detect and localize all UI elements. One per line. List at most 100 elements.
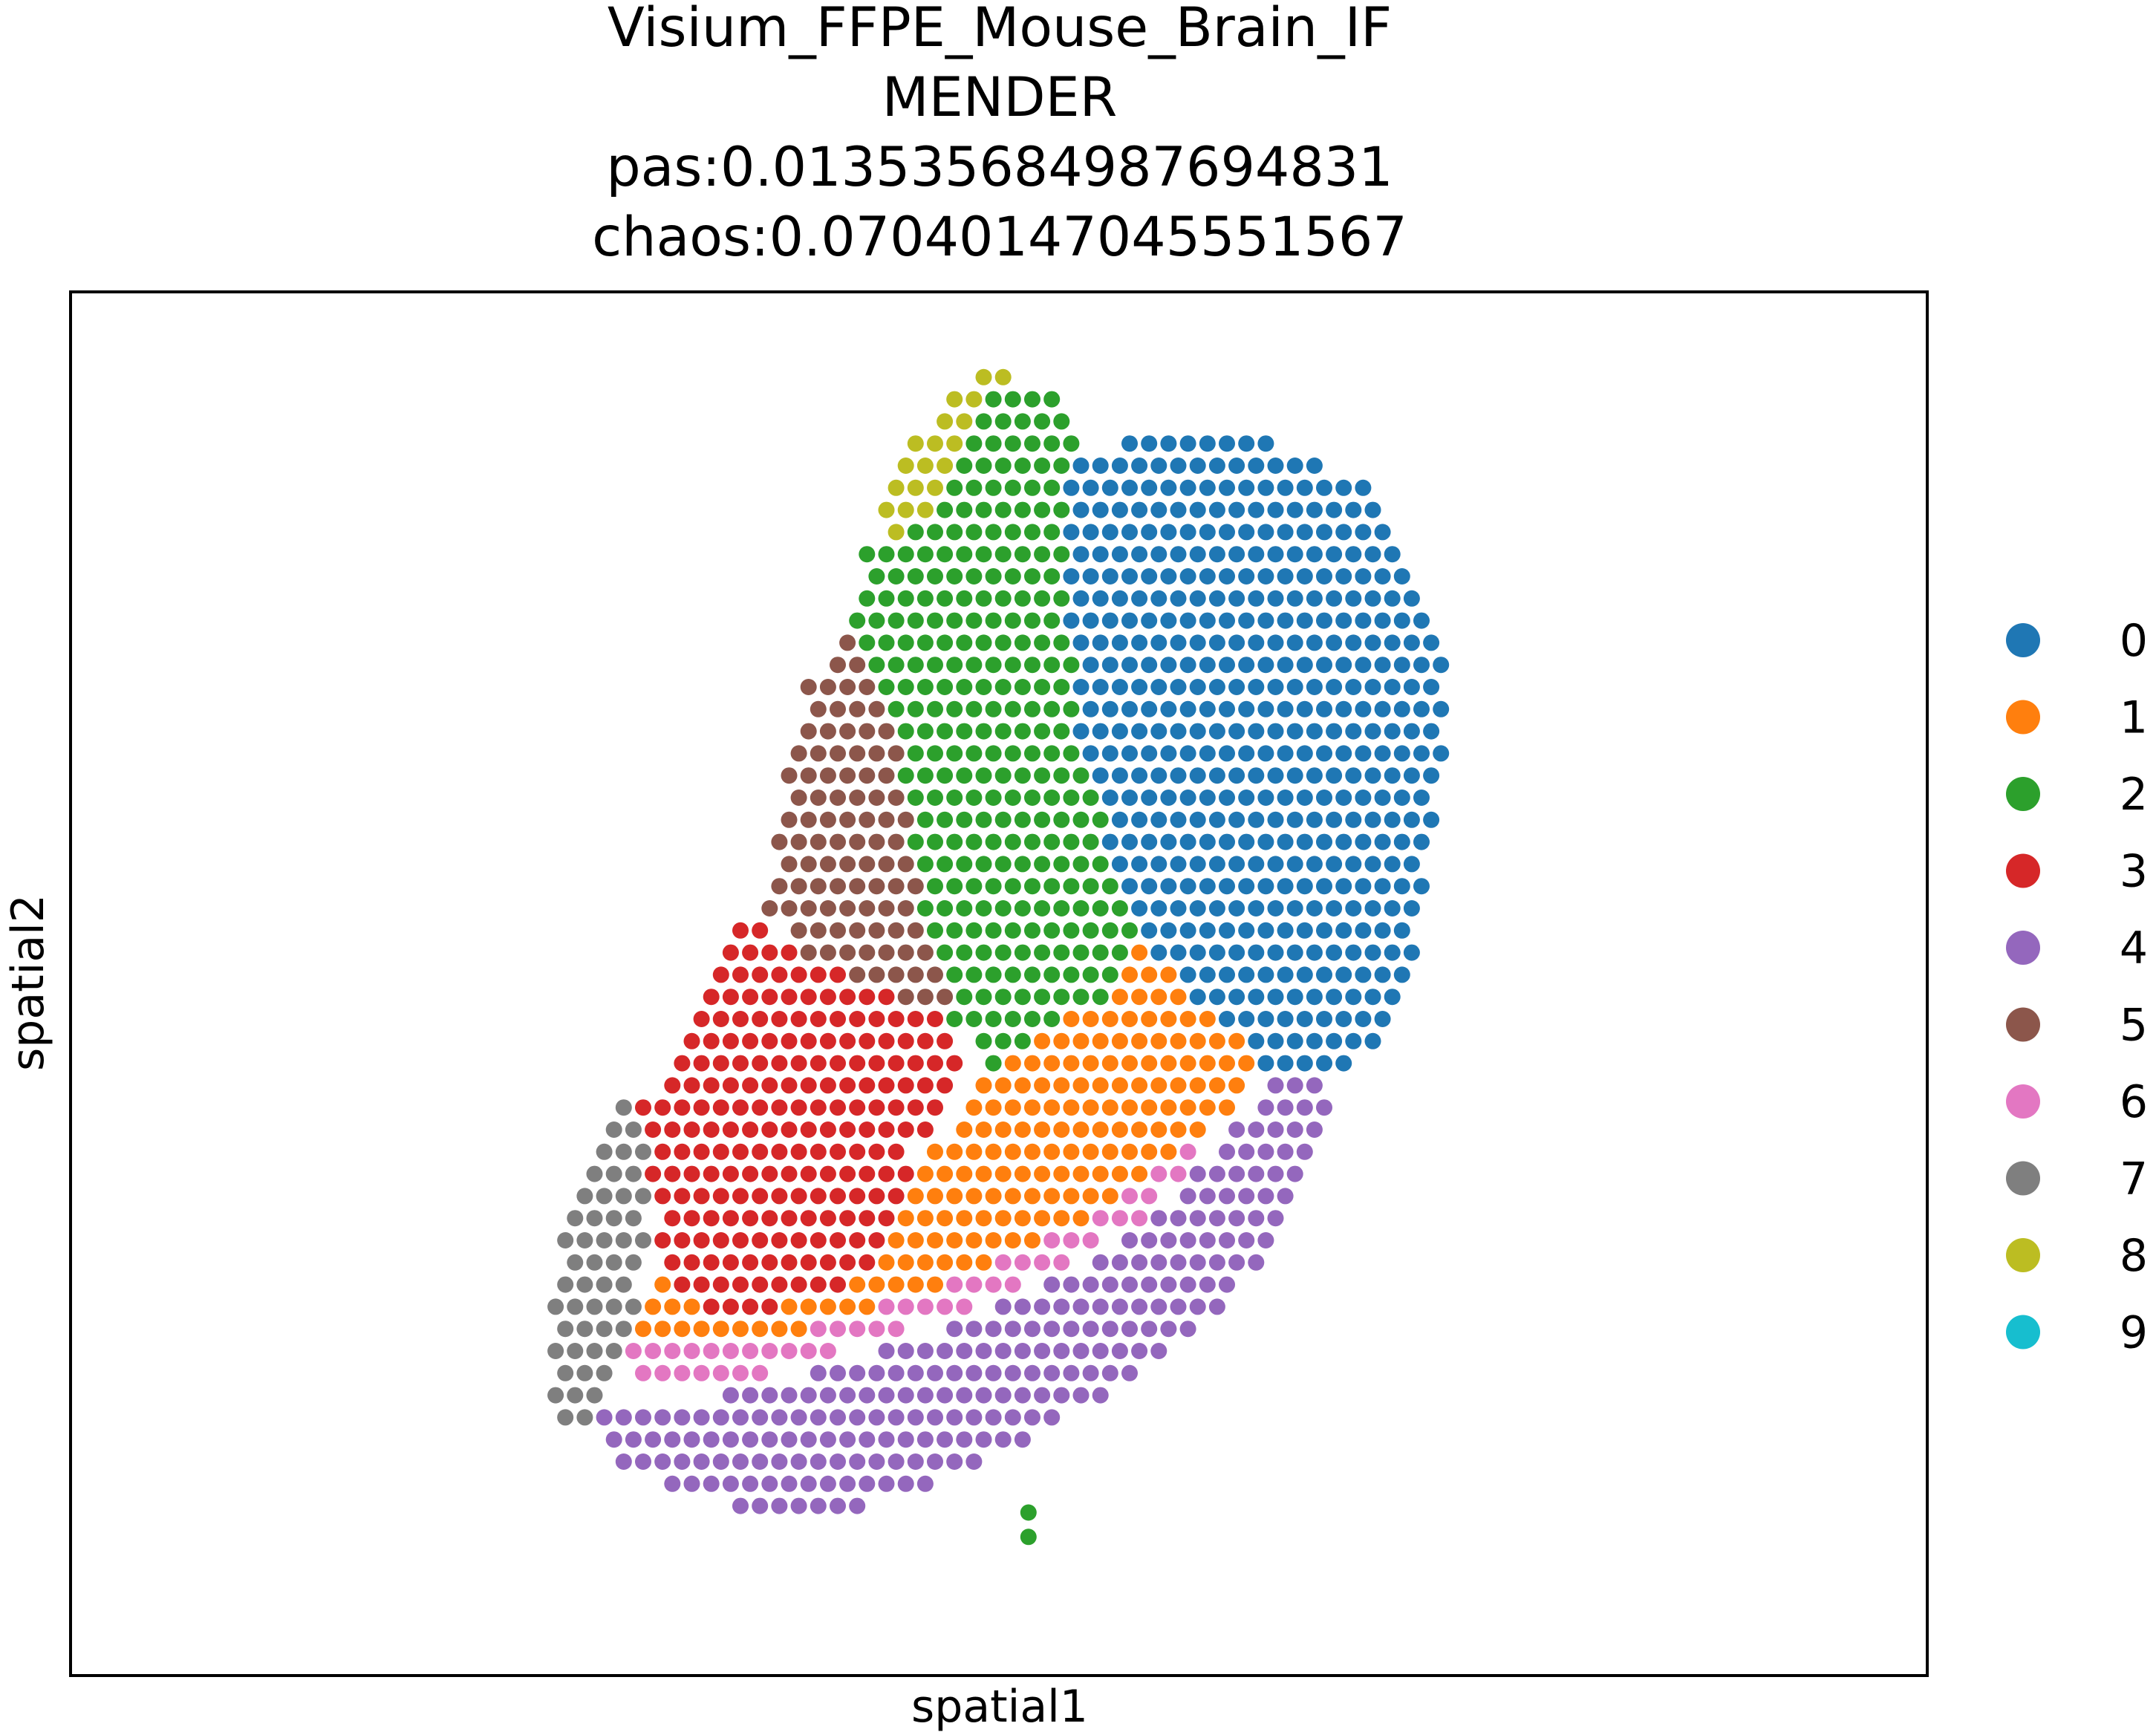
spot-cluster-3 bbox=[800, 1210, 817, 1227]
spot-cluster-3 bbox=[761, 1210, 778, 1227]
spot-cluster-2 bbox=[907, 657, 924, 674]
spot-cluster-0 bbox=[1179, 700, 1196, 717]
spot-cluster-4 bbox=[956, 1431, 973, 1448]
spot-cluster-0 bbox=[1345, 944, 1362, 961]
spot-cluster-3 bbox=[732, 1143, 749, 1160]
spot-cluster-4 bbox=[1150, 1254, 1167, 1271]
spot-cluster-4 bbox=[839, 1387, 856, 1404]
spot-cluster-5 bbox=[839, 723, 856, 740]
spot-cluster-1 bbox=[975, 1210, 992, 1227]
spot-cluster-0 bbox=[1248, 900, 1265, 917]
spot-cluster-0 bbox=[1374, 657, 1391, 674]
spot-cluster-0 bbox=[1101, 568, 1118, 585]
spot-cluster-0 bbox=[1189, 856, 1206, 873]
spot-cluster-3 bbox=[819, 1254, 836, 1271]
spot-cluster-4 bbox=[937, 1387, 954, 1404]
spot-cluster-0 bbox=[1063, 612, 1080, 629]
spot-cluster-4 bbox=[1208, 1254, 1225, 1271]
spot-cluster-3 bbox=[712, 1055, 729, 1072]
spot-cluster-6 bbox=[722, 1343, 739, 1359]
spot-cluster-1 bbox=[1121, 1055, 1138, 1072]
spot-cluster-3 bbox=[839, 1077, 856, 1094]
spot-cluster-5 bbox=[868, 878, 885, 895]
spot-cluster-0 bbox=[1413, 790, 1430, 806]
spot-cluster-7 bbox=[625, 1165, 642, 1182]
spot-cluster-0 bbox=[1316, 833, 1332, 850]
spot-cluster-3 bbox=[752, 1232, 769, 1248]
spot-cluster-7 bbox=[567, 1343, 584, 1359]
spot-cluster-0 bbox=[1141, 833, 1158, 850]
spot-cluster-0 bbox=[1296, 878, 1313, 895]
spot-cluster-0 bbox=[1150, 634, 1167, 651]
spot-cluster-2 bbox=[907, 524, 924, 541]
spot-cluster-0 bbox=[1248, 590, 1265, 607]
spot-cluster-5 bbox=[781, 900, 798, 917]
spot-cluster-4 bbox=[1063, 1321, 1080, 1338]
spot-cluster-2 bbox=[1004, 435, 1021, 452]
spot-cluster-2 bbox=[1014, 458, 1031, 474]
spot-cluster-4 bbox=[937, 1343, 954, 1359]
spot-cluster-7 bbox=[547, 1298, 564, 1315]
spot-cluster-3 bbox=[781, 989, 798, 1006]
spot-cluster-2 bbox=[1014, 590, 1031, 607]
spot-cluster-1 bbox=[1170, 1032, 1187, 1049]
spot-cluster-5 bbox=[897, 989, 914, 1006]
spot-cluster-2 bbox=[956, 723, 973, 740]
spot-cluster-0 bbox=[1345, 811, 1362, 828]
spot-cluster-5 bbox=[927, 966, 943, 983]
spot-cluster-4 bbox=[771, 1409, 788, 1426]
spot-cluster-0 bbox=[1296, 966, 1313, 983]
spot-cluster-1 bbox=[878, 1254, 895, 1271]
spot-cluster-4 bbox=[1160, 1321, 1177, 1338]
spot-cluster-3 bbox=[752, 1188, 769, 1205]
spot-cluster-0 bbox=[1170, 944, 1187, 961]
spot-cluster-5 bbox=[830, 878, 846, 895]
spot-cluster-0 bbox=[1403, 811, 1420, 828]
spot-cluster-0 bbox=[1238, 790, 1255, 806]
spot-cluster-6 bbox=[1170, 1165, 1187, 1182]
spot-cluster-5 bbox=[781, 811, 798, 828]
spot-cluster-4 bbox=[1024, 1364, 1040, 1381]
spot-cluster-3 bbox=[937, 1032, 954, 1049]
spot-cluster-5 bbox=[888, 922, 905, 939]
spot-cluster-4 bbox=[1101, 1276, 1118, 1293]
spot-cluster-2 bbox=[965, 435, 983, 452]
legend-label-1: 1 bbox=[2120, 692, 2148, 744]
spot-cluster-7 bbox=[596, 1321, 613, 1338]
spot-cluster-2 bbox=[868, 612, 885, 629]
spot-cluster-7 bbox=[567, 1210, 584, 1227]
spot-cluster-0 bbox=[1150, 900, 1167, 917]
spot-cluster-0 bbox=[1403, 900, 1420, 917]
spot-cluster-4 bbox=[1238, 1232, 1255, 1248]
spot-cluster-0 bbox=[1199, 745, 1216, 762]
spot-cluster-4 bbox=[956, 1343, 973, 1359]
spot-cluster-2 bbox=[1024, 568, 1040, 585]
spot-cluster-4 bbox=[1063, 1276, 1080, 1293]
spot-cluster-3 bbox=[830, 1099, 846, 1116]
spot-cluster-1 bbox=[1219, 1099, 1235, 1116]
spot-cluster-2 bbox=[1092, 856, 1109, 873]
spot-cluster-6 bbox=[1092, 1210, 1109, 1227]
spot-cluster-2 bbox=[1034, 900, 1051, 917]
spot-cluster-4 bbox=[849, 1364, 866, 1381]
spot-cluster-1 bbox=[1004, 1055, 1021, 1072]
spot-cluster-2 bbox=[888, 657, 905, 674]
spot-cluster-0 bbox=[1092, 679, 1109, 695]
spot-cluster-0 bbox=[1267, 458, 1284, 474]
spot-cluster-2 bbox=[1024, 878, 1040, 895]
spot-cluster-2 bbox=[878, 546, 895, 563]
spot-cluster-6 bbox=[830, 1321, 846, 1338]
spot-cluster-2 bbox=[1063, 966, 1080, 983]
spot-cluster-0 bbox=[1306, 900, 1323, 917]
spot-cluster-0 bbox=[1403, 590, 1420, 607]
spot-cluster-2 bbox=[946, 479, 963, 496]
spot-cluster-0 bbox=[1170, 458, 1187, 474]
spot-cluster-0 bbox=[1228, 989, 1245, 1006]
spot-cluster-3 bbox=[810, 1099, 827, 1116]
spot-cluster-0 bbox=[1326, 944, 1343, 961]
spot-cluster-4 bbox=[1179, 1276, 1196, 1293]
spot-cluster-4 bbox=[1034, 1298, 1051, 1315]
spot-cluster-2 bbox=[994, 900, 1012, 917]
spot-cluster-0 bbox=[1257, 922, 1274, 939]
spot-cluster-0 bbox=[1355, 612, 1372, 629]
